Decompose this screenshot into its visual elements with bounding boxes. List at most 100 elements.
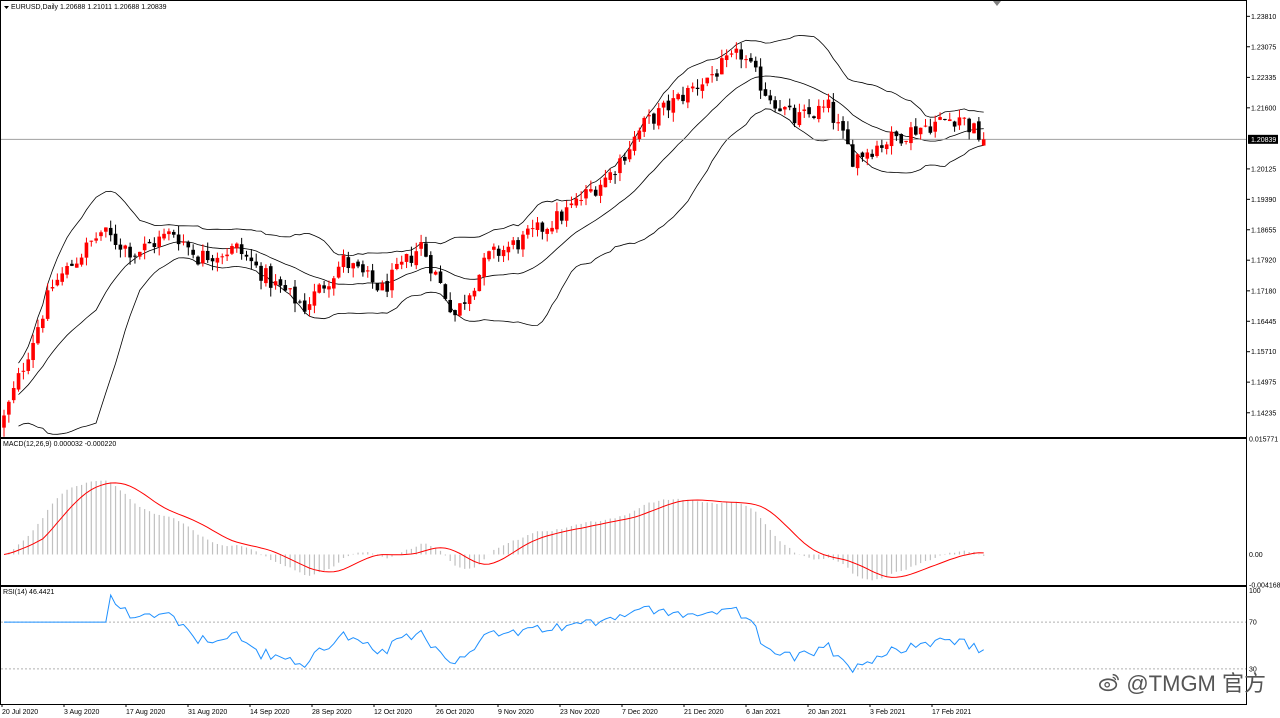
- price-tick: 1.21600: [1246, 105, 1276, 112]
- date-tick-label: 31 Aug 2020: [188, 709, 227, 716]
- candle: [307, 297, 312, 317]
- candle: [977, 117, 981, 142]
- candle: [438, 265, 443, 284]
- candle: [792, 104, 797, 128]
- candle: [123, 244, 128, 258]
- candle: [477, 274, 482, 292]
- shift-marker-icon[interactable]: [993, 1, 1001, 6]
- candle: [695, 79, 700, 96]
- candle: [346, 251, 351, 274]
- candle: [152, 237, 157, 254]
- bb-upper-line: [18, 35, 984, 364]
- candle: [758, 58, 763, 99]
- candle: [690, 82, 695, 93]
- date-tick-label: 12 Oct 2020: [374, 709, 412, 716]
- date-tick-label: 28 Sep 2020: [312, 709, 352, 716]
- price-tick: 1.22335: [1246, 75, 1276, 82]
- price-tick: 1.16445: [1246, 319, 1276, 326]
- candle: [526, 225, 530, 239]
- date-tick-label: 23 Nov 2020: [560, 709, 600, 716]
- candle: [327, 280, 331, 298]
- candle: [579, 191, 583, 206]
- candle: [278, 276, 283, 293]
- candle: [962, 117, 967, 126]
- price-tick: 1.19390: [1246, 197, 1276, 204]
- candle: [21, 362, 26, 380]
- candle: [952, 120, 957, 132]
- bb-lower-line: [18, 108, 984, 435]
- candle: [312, 283, 317, 314]
- date-tick-label: 7 Dec 2020: [622, 709, 658, 716]
- candle: [492, 243, 496, 259]
- candle: [589, 180, 593, 193]
- candle: [535, 216, 540, 237]
- candle: [593, 186, 598, 197]
- candle: [322, 280, 326, 294]
- weibo-logo-icon: [1099, 673, 1120, 692]
- candle: [55, 273, 60, 287]
- candle: [734, 42, 739, 60]
- candle: [768, 89, 773, 105]
- candle: [603, 169, 608, 188]
- candle: [855, 153, 860, 176]
- price-tick: 1.20125: [1246, 166, 1276, 173]
- candle: [409, 246, 414, 267]
- date-tick-label: 26 Oct 2020: [436, 709, 474, 716]
- candle: [787, 98, 792, 111]
- rsi-line: [4, 593, 984, 674]
- candle: [41, 315, 45, 333]
- candle: [414, 242, 419, 270]
- candle: [220, 253, 225, 265]
- candle: [341, 249, 346, 273]
- candle: [458, 303, 462, 317]
- macd-title: MACD(12,26,9) 0.000032 -0.000220: [3, 441, 116, 448]
- candle: [817, 99, 821, 123]
- symbol-dropdown-icon[interactable]: [4, 6, 9, 9]
- price-tick: 1.23075: [1246, 44, 1276, 51]
- macd-axis: 0.015771 0.00 -0.004168: [1249, 437, 1280, 590]
- candle: [749, 53, 753, 63]
- candle: [472, 287, 477, 300]
- date-tick-label: 21 Dec 2020: [684, 709, 724, 716]
- candle: [802, 104, 807, 118]
- candle: [836, 113, 840, 132]
- candle: [113, 224, 118, 250]
- candle: [419, 234, 423, 256]
- candle: [812, 115, 816, 120]
- candle: [171, 229, 176, 238]
- candle: [288, 288, 292, 296]
- candle: [191, 244, 195, 259]
- candle: [370, 263, 375, 289]
- candle: [235, 242, 239, 253]
- candle: [647, 109, 651, 124]
- candle: [564, 200, 569, 227]
- candle: [618, 154, 622, 182]
- price-tick: 1.14975: [1246, 380, 1276, 387]
- candle: [162, 228, 166, 241]
- candle: [181, 234, 186, 246]
- price-axis: 1.23810 1.23075 1.22335 1.21600 1.20125 1.193…: [1246, 14, 1276, 417]
- candle: [167, 228, 171, 241]
- candle: [70, 259, 74, 267]
- candle: [201, 244, 205, 267]
- candle: [661, 100, 666, 116]
- candle: [652, 112, 656, 130]
- candle: [31, 334, 35, 368]
- date-tick-label: 9 Nov 2020: [498, 709, 534, 716]
- candle: [972, 122, 976, 134]
- candle: [79, 253, 84, 267]
- candle: [894, 130, 899, 141]
- price-tick: 1.18655: [1246, 227, 1276, 234]
- macd-tick-label: 0.00: [1249, 552, 1263, 559]
- price-tick-label: 1.14235: [1251, 410, 1276, 417]
- macd-histogram: [8, 480, 985, 581]
- candle: [889, 126, 894, 155]
- macd-panel-frame: [0, 438, 1247, 586]
- price-tick-label: 1.14975: [1251, 380, 1276, 387]
- candle: [26, 352, 31, 375]
- rsi-title: RSI(14) 46.4421: [3, 589, 54, 596]
- candle: [884, 141, 889, 155]
- candle: [530, 219, 535, 238]
- main-chart-title: EURUSD,Daily 1.20688 1.21011 1.20688 1.2…: [11, 4, 167, 11]
